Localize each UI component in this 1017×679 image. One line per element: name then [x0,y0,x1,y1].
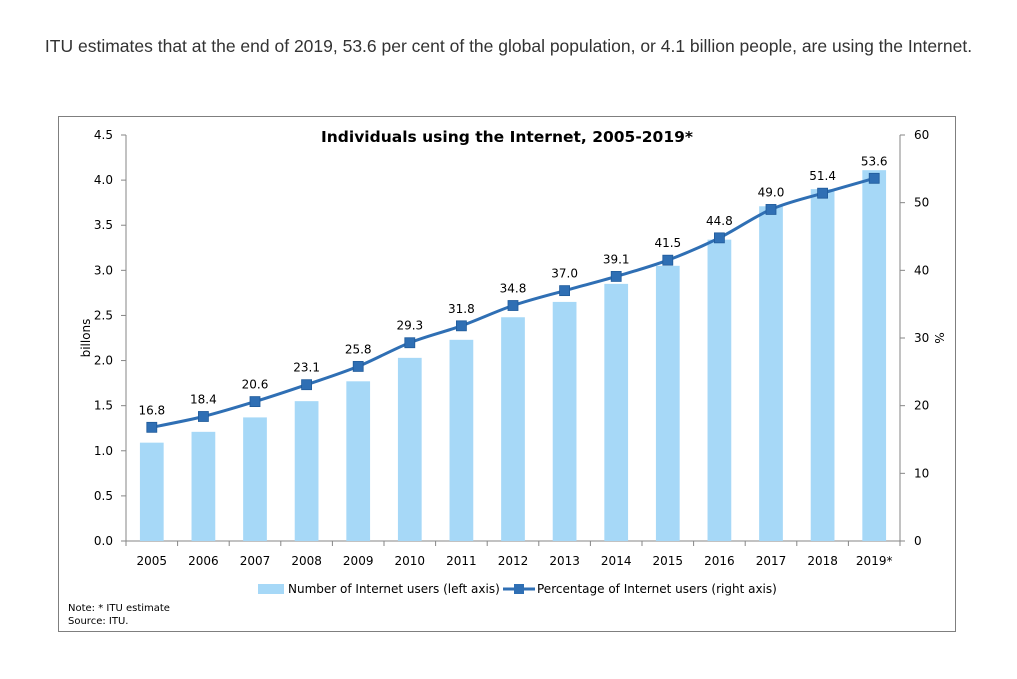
line-marker [610,271,622,282]
bar [862,170,887,542]
x-tick-label: 2019* [856,554,893,568]
line-group: 16.8 18.4 20.6 23.1 25.8 29.3 31.8 34.8 37.0 39.1… [138,154,888,433]
line-marker [559,285,570,297]
data-label: 49.0 [758,185,785,199]
left-axis-title: billons [79,319,93,358]
right-tick-label: 40 [914,263,929,277]
data-label: 37.0 [551,267,578,281]
chart-note: Note: * ITU estimate Source: ITU. [68,602,170,628]
data-label: 23.1 [293,361,320,375]
x-tick-label: 2006 [188,554,219,568]
line-marker [249,396,261,408]
data-label: 18.4 [190,392,217,406]
bar [449,339,474,541]
data-label: 53.6 [861,154,888,168]
bar [655,265,680,541]
bar [604,283,629,541]
line-marker [714,232,725,244]
data-label: 41.5 [654,236,681,250]
right-tick-label: 30 [914,331,929,345]
chart-frame [58,116,956,632]
bar [759,206,783,541]
left-tick-label: 2.5 [94,308,113,322]
chart-title: Individuals using the Internet, 2005-201… [321,128,693,146]
bar [397,357,422,541]
bar [810,189,835,541]
data-label: 39.1 [603,252,630,266]
bar [294,401,319,541]
x-tick-label: 2005 [137,554,168,568]
data-label: 31.8 [448,302,475,316]
x-tick-label: 2014 [601,554,632,568]
bar [707,239,732,541]
bars-group [139,170,887,542]
line-marker [765,204,777,215]
bar [191,431,216,541]
line-marker [817,187,828,199]
legend-bar-label: Number of Internet users (left axis) [288,582,500,596]
data-label: 29.3 [396,319,423,333]
data-label: 20.6 [242,378,269,392]
x-tick-label: 2012 [498,554,529,568]
legend-line-marker [514,584,524,594]
line-marker [868,172,880,184]
line-marker [146,421,158,433]
legend-line-label: Percentage of Internet users (right axis… [537,582,777,596]
x-tick-label: 2013 [549,554,580,568]
right-tick-label: 0 [914,534,922,548]
x-tick-label: 2017 [756,554,787,568]
line-marker [352,361,364,372]
bar [346,381,371,541]
left-tick-label: 4.0 [94,173,113,187]
data-label: 25.8 [345,342,372,356]
left-tick-label: 1.0 [94,444,113,458]
right-tick-label: 50 [914,196,929,210]
line-marker [301,379,313,391]
left-tick-label: 2.0 [94,354,113,368]
right-tick-label: 10 [914,466,929,480]
left-tick-label: 1.5 [94,399,113,413]
left-tick-label: 0.0 [94,534,113,548]
data-label: 34.8 [500,282,527,296]
line-marker [455,320,467,332]
data-label: 16.8 [138,403,165,417]
x-tick-label: 2015 [653,554,684,568]
x-tick-label: 2008 [291,554,322,568]
x-tick-label: 2016 [704,554,735,568]
x-tick-label: 2007 [240,554,271,568]
bar [501,317,525,541]
left-tick-label: 3.0 [94,263,113,277]
left-tick-label: 4.5 [94,128,113,142]
left-tick-label: 0.5 [94,489,113,503]
data-label: 44.8 [706,214,733,228]
bar [552,301,577,541]
bar [139,442,164,541]
right-tick-label: 60 [914,128,929,142]
line-marker [662,254,674,266]
line-marker [404,337,416,349]
source-text: Source: ITU. [68,616,129,627]
data-label: 51.4 [809,169,836,183]
line-marker [197,411,209,422]
x-tick-label: 2010 [395,554,426,568]
bar [243,417,267,541]
note-text: Note: * ITU estimate [68,603,170,614]
x-tick-label: 2011 [446,554,477,568]
line-marker [507,300,519,311]
x-tick-label: 2009 [343,554,374,568]
legend: Number of Internet users (left axis) Perc… [258,582,777,596]
left-tick-label: 3.5 [94,218,113,232]
headline-text: ITU estimates that at the end of 2019, 5… [44,36,973,56]
right-axis-title: % [932,332,946,343]
legend-bar-swatch [258,584,284,594]
axes-group: 0.0 0.5 1.0 1.5 2.0 2.5 3.0 3.5 4.0 4.5 0 10 20 30 40 5… [79,128,946,568]
x-tick-label: 2018 [807,554,838,568]
right-tick-label: 20 [914,399,929,413]
